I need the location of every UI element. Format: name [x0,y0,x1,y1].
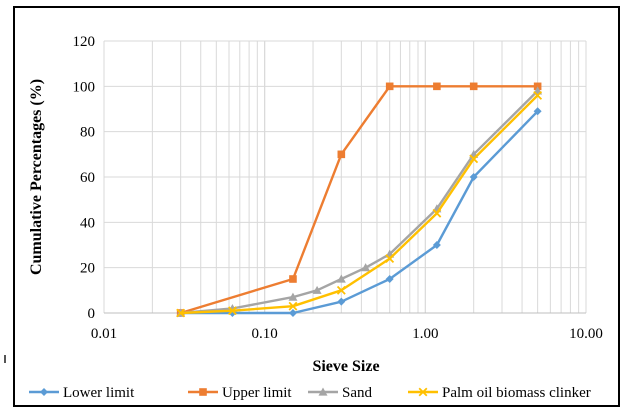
y-tick-label: 0 [88,306,96,322]
series-plot [176,82,543,318]
edge-mark [4,355,6,363]
series-lower-limit [176,107,542,317]
x-tick-label: 0.10 [252,326,278,342]
y-tick-label: 100 [73,79,96,95]
data-point [176,308,186,318]
data-point [40,388,48,396]
data-point [533,82,542,91]
y-tick-label: 40 [80,215,95,231]
data-point [199,388,207,396]
data-point [469,154,479,164]
data-point [227,306,237,316]
series-line [180,110,539,315]
labels: Cumulative Percentages (%) Sieve Size 0 2… [28,34,603,375]
data-point [469,173,478,181]
data-point [432,241,441,249]
data-point [288,309,297,317]
series-line [180,94,539,315]
legend-label: Sand [342,385,373,401]
data-point [385,254,395,264]
legend-label: Palm oil biomass clinker [442,385,591,401]
legend-label: Upper limit [222,385,292,401]
data-point [289,275,297,283]
data-point [433,82,441,91]
data-point [469,82,478,91]
y-axis-title: Cumulative Percentages (%) [28,79,45,275]
data-point [288,301,298,311]
data-point [385,82,394,91]
legend-item: Palm oil biomass clinker [408,385,591,401]
grid [103,40,587,314]
legend: Lower limit Upper limit Sand Palm oil bioma… [29,385,591,401]
legend-label: Lower limit [63,385,135,401]
data-point [533,107,542,116]
data-point [361,263,371,272]
y-tick-label: 60 [80,170,95,186]
x-tick-label: 10.00 [569,326,603,342]
data-point [385,275,394,283]
data-point [336,274,346,283]
x-axis-title: Sieve Size [312,358,379,375]
x-tick-label: 1.00 [412,326,438,342]
series-sand [176,86,543,317]
legend-item: Sand [308,385,373,401]
data-point [418,387,428,397]
data-point [312,285,322,294]
data-point [336,285,346,295]
data-point [337,297,346,306]
series-line [180,90,539,315]
data-point [432,208,442,218]
legend-item: Lower limit [29,385,135,401]
series-upper-limit [176,82,542,317]
data-point [318,387,328,396]
y-tick-label: 80 [80,125,95,141]
series-palm-oil-biomass-clinker [176,90,543,318]
data-point [337,150,346,159]
y-tick-label: 20 [80,261,95,277]
y-tick-label: 120 [73,34,96,50]
x-tick-label: 0.01 [91,326,117,342]
chart-frame [13,6,620,407]
legend-item: Upper limit [188,385,292,401]
data-point [533,90,543,100]
data-point [288,292,298,301]
